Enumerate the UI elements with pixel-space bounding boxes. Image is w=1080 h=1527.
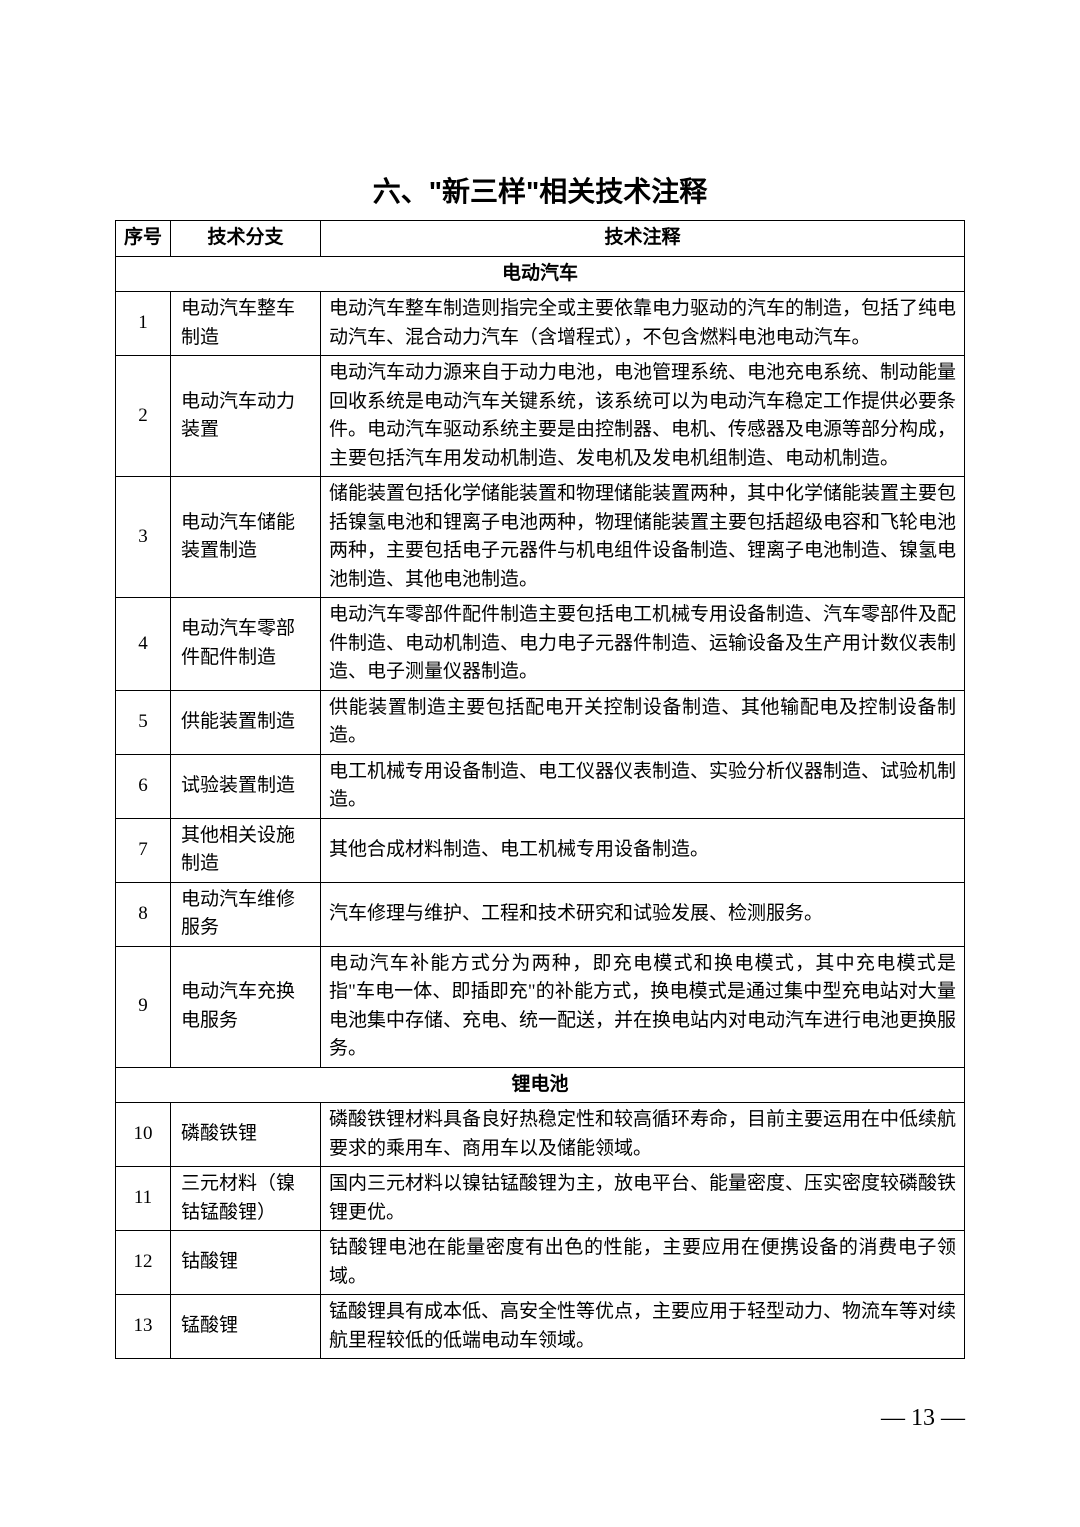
header-branch: 技术分支 <box>171 221 321 257</box>
cell-num: 3 <box>116 477 171 598</box>
table-header-row: 序号 技术分支 技术注释 <box>116 221 965 257</box>
cell-note: 储能装置包括化学储能装置和物理储能装置两种，其中化学储能装置主要包括镍氢电池和锂… <box>321 477 965 598</box>
cell-note: 磷酸铁锂材料具备良好热稳定性和较高循环寿命，目前主要运用在中低续航要求的乘用车、… <box>321 1103 965 1167</box>
cell-num: 5 <box>116 690 171 754</box>
page-number: — 13 — <box>881 1405 965 1432</box>
cell-branch: 电动汽车整车制造 <box>171 292 321 356</box>
cell-num: 1 <box>116 292 171 356</box>
cell-note: 电动汽车补能方式分为两种，即充电模式和换电模式，其中充电模式是指"车电一体、即插… <box>321 946 965 1067</box>
cell-note: 汽车修理与维护、工程和技术研究和试验发展、检测服务。 <box>321 882 965 946</box>
table-row: 9电动汽车充换电服务电动汽车补能方式分为两种，即充电模式和换电模式，其中充电模式… <box>116 946 965 1067</box>
table-row: 7其他相关设施制造其他合成材料制造、电工机械专用设备制造。 <box>116 818 965 882</box>
table-row: 12钴酸锂钴酸锂电池在能量密度有出色的性能，主要应用在便携设备的消费电子领域。 <box>116 1231 965 1295</box>
table-row: 11三元材料（镍钴锰酸锂）国内三元材料以镍钴锰酸锂为主，放电平台、能量密度、压实… <box>116 1167 965 1231</box>
cell-num: 10 <box>116 1103 171 1167</box>
header-note: 技术注释 <box>321 221 965 257</box>
cell-num: 13 <box>116 1295 171 1359</box>
cell-branch: 电动汽车动力装置 <box>171 356 321 477</box>
cell-num: 8 <box>116 882 171 946</box>
cell-branch: 试验装置制造 <box>171 754 321 818</box>
cell-num: 6 <box>116 754 171 818</box>
cell-num: 9 <box>116 946 171 1067</box>
cell-num: 11 <box>116 1167 171 1231</box>
cell-branch: 电动汽车零部件配件制造 <box>171 598 321 691</box>
cell-note: 电动汽车整车制造则指完全或主要依靠电力驱动的汽车的制造，包括了纯电动汽车、混合动… <box>321 292 965 356</box>
section-name: 锂电池 <box>116 1067 965 1103</box>
cell-branch: 其他相关设施制造 <box>171 818 321 882</box>
section-row: 电动汽车 <box>116 256 965 292</box>
cell-note: 电动汽车零部件配件制造主要包括电工机械专用设备制造、汽车零部件及配件制造、电动机… <box>321 598 965 691</box>
cell-branch: 钴酸锂 <box>171 1231 321 1295</box>
cell-num: 4 <box>116 598 171 691</box>
cell-note: 国内三元材料以镍钴锰酸锂为主，放电平台、能量密度、压实密度较磷酸铁锂更优。 <box>321 1167 965 1231</box>
page-title: 六、"新三样"相关技术注释 <box>115 170 965 210</box>
cell-branch: 供能装置制造 <box>171 690 321 754</box>
cell-num: 7 <box>116 818 171 882</box>
cell-note: 其他合成材料制造、电工机械专用设备制造。 <box>321 818 965 882</box>
table-row: 5供能装置制造供能装置制造主要包括配电开关控制设备制造、其他输配电及控制设备制造… <box>116 690 965 754</box>
table-row: 13锰酸锂锰酸锂具有成本低、高安全性等优点，主要应用于轻型动力、物流车等对续航里… <box>116 1295 965 1359</box>
cell-branch: 锰酸锂 <box>171 1295 321 1359</box>
tech-notes-table: 序号 技术分支 技术注释 电动汽车1电动汽车整车制造电动汽车整车制造则指完全或主… <box>115 220 965 1359</box>
cell-note: 钴酸锂电池在能量密度有出色的性能，主要应用在便携设备的消费电子领域。 <box>321 1231 965 1295</box>
cell-branch: 三元材料（镍钴锰酸锂） <box>171 1167 321 1231</box>
table-row: 6试验装置制造电工机械专用设备制造、电工仪器仪表制造、实验分析仪器制造、试验机制… <box>116 754 965 818</box>
table-row: 1电动汽车整车制造电动汽车整车制造则指完全或主要依靠电力驱动的汽车的制造，包括了… <box>116 292 965 356</box>
cell-branch: 磷酸铁锂 <box>171 1103 321 1167</box>
cell-branch: 电动汽车储能装置制造 <box>171 477 321 598</box>
cell-note: 供能装置制造主要包括配电开关控制设备制造、其他输配电及控制设备制造。 <box>321 690 965 754</box>
table-row: 4电动汽车零部件配件制造电动汽车零部件配件制造主要包括电工机械专用设备制造、汽车… <box>116 598 965 691</box>
section-row: 锂电池 <box>116 1067 965 1103</box>
cell-branch: 电动汽车充换电服务 <box>171 946 321 1067</box>
cell-branch: 电动汽车维修服务 <box>171 882 321 946</box>
cell-note: 电动汽车动力源来自于动力电池，电池管理系统、电池充电系统、制动能量回收系统是电动… <box>321 356 965 477</box>
cell-note: 电工机械专用设备制造、电工仪器仪表制造、实验分析仪器制造、试验机制造。 <box>321 754 965 818</box>
cell-note: 锰酸锂具有成本低、高安全性等优点，主要应用于轻型动力、物流车等对续航里程较低的低… <box>321 1295 965 1359</box>
cell-num: 2 <box>116 356 171 477</box>
table-row: 2电动汽车动力装置电动汽车动力源来自于动力电池，电池管理系统、电池充电系统、制动… <box>116 356 965 477</box>
section-name: 电动汽车 <box>116 256 965 292</box>
table-row: 10磷酸铁锂磷酸铁锂材料具备良好热稳定性和较高循环寿命，目前主要运用在中低续航要… <box>116 1103 965 1167</box>
cell-num: 12 <box>116 1231 171 1295</box>
header-num: 序号 <box>116 221 171 257</box>
table-row: 3电动汽车储能装置制造储能装置包括化学储能装置和物理储能装置两种，其中化学储能装… <box>116 477 965 598</box>
table-row: 8电动汽车维修服务汽车修理与维护、工程和技术研究和试验发展、检测服务。 <box>116 882 965 946</box>
